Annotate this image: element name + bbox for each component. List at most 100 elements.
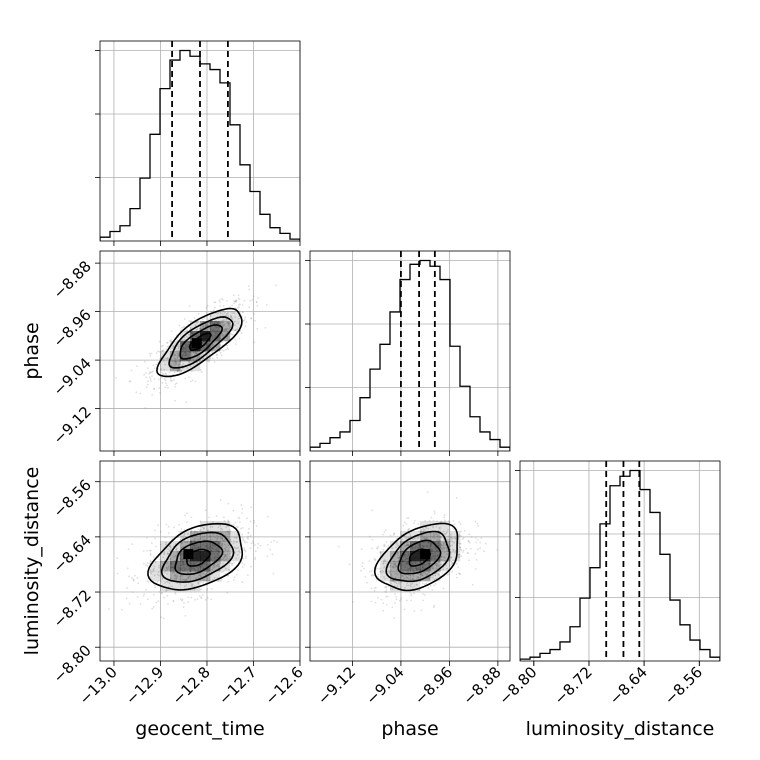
scatter-point — [403, 521, 406, 523]
scatter-point — [174, 360, 177, 362]
scatter-point — [188, 575, 191, 578]
scatter-point — [230, 316, 233, 318]
scatter-point — [132, 579, 135, 581]
scatter-point — [151, 570, 153, 573]
scatter-point — [189, 365, 192, 367]
scatter-point — [376, 547, 378, 549]
scatter-point — [147, 380, 150, 383]
scatter-point — [458, 553, 461, 556]
scatter-point — [251, 299, 254, 301]
scatter-point — [241, 304, 244, 306]
scatter-point — [433, 510, 436, 512]
scatter-point — [398, 549, 401, 552]
scatter-point — [375, 586, 377, 589]
scatter-point — [461, 538, 464, 541]
scatter-point — [394, 564, 397, 567]
scatter-point — [445, 532, 447, 535]
histogram-panel-luminosity_distance — [515, 460, 721, 666]
density-cell — [210, 331, 221, 342]
scatter-point — [164, 372, 167, 375]
scatter-point — [218, 346, 221, 349]
scatter-point — [173, 555, 175, 558]
scatter-point — [225, 339, 228, 342]
scatter-point — [170, 330, 173, 332]
scatter-point — [142, 550, 145, 552]
scatter-point — [400, 596, 403, 599]
scatter-point — [431, 571, 433, 573]
scatter-point — [433, 578, 436, 581]
scatter-point — [407, 574, 410, 576]
scatter-point — [248, 288, 251, 291]
scatter-point — [172, 599, 175, 602]
scatter-point — [400, 574, 403, 576]
scatter-point — [421, 575, 423, 577]
scatter-point — [164, 386, 167, 389]
scatter-point — [165, 590, 167, 593]
density-cell — [390, 581, 401, 592]
density-cell — [420, 561, 431, 572]
y-tick-label: −8.80 — [50, 641, 95, 686]
scatter-point — [219, 499, 222, 502]
scatter-point — [369, 535, 371, 538]
scatter-point — [202, 572, 205, 575]
scatter-point — [496, 549, 499, 551]
scatter-point — [452, 520, 455, 522]
scatter-point — [395, 565, 398, 568]
scatter-point — [219, 562, 222, 564]
density-cell — [390, 551, 401, 562]
scatter-point — [191, 583, 194, 586]
contour-level-1 — [397, 539, 442, 575]
scatter-point — [168, 549, 171, 552]
scatter-point — [467, 540, 470, 542]
scatter-point — [211, 357, 214, 359]
scatter-point — [368, 560, 371, 562]
scatter-point — [390, 587, 392, 590]
scatter-point — [221, 558, 224, 561]
density-cell — [400, 551, 411, 562]
scatter-point — [161, 372, 163, 374]
scatter-point — [422, 528, 425, 530]
scatter-point — [185, 578, 188, 581]
scatter-point — [236, 547, 239, 550]
scatter-point — [164, 357, 167, 359]
scatter-point — [371, 547, 373, 550]
scatter-point — [387, 569, 390, 572]
scatter-point — [269, 548, 272, 551]
scatter-point — [395, 572, 397, 575]
scatter-point — [146, 562, 149, 564]
scatter-point — [132, 580, 135, 582]
scatter-point — [242, 320, 245, 322]
scatter-point — [202, 527, 205, 530]
scatter-point — [197, 574, 200, 577]
scatter-point — [210, 346, 213, 348]
scatter-point — [201, 538, 204, 541]
scatter-point — [168, 544, 171, 547]
scatter-point — [483, 550, 485, 552]
density-cell — [440, 531, 451, 542]
scatter-point — [180, 370, 183, 372]
scatter-point — [190, 354, 193, 357]
scatter-point — [233, 546, 236, 549]
scatter-point — [253, 521, 256, 524]
density-cell — [450, 541, 461, 552]
scatter-point — [198, 355, 201, 358]
scatter-point — [175, 362, 178, 365]
scatter-point — [166, 572, 169, 575]
scatter-point — [171, 585, 173, 588]
scatter-point — [219, 524, 222, 527]
scatter-point — [210, 598, 213, 601]
scatter-point — [426, 573, 429, 575]
scatter-point — [174, 399, 177, 402]
scatter-point — [229, 326, 232, 329]
contour-level-0 — [188, 332, 212, 352]
scatter-point — [248, 306, 251, 309]
scatter-point — [420, 573, 422, 576]
scatter-point — [474, 520, 477, 523]
density-cell — [380, 571, 391, 582]
scatter-point — [382, 563, 385, 565]
axes-frame — [99, 250, 301, 452]
scatter-point — [222, 570, 225, 573]
scatter-point — [231, 562, 234, 565]
scatter-point — [108, 608, 110, 610]
scatter-point — [183, 338, 186, 341]
